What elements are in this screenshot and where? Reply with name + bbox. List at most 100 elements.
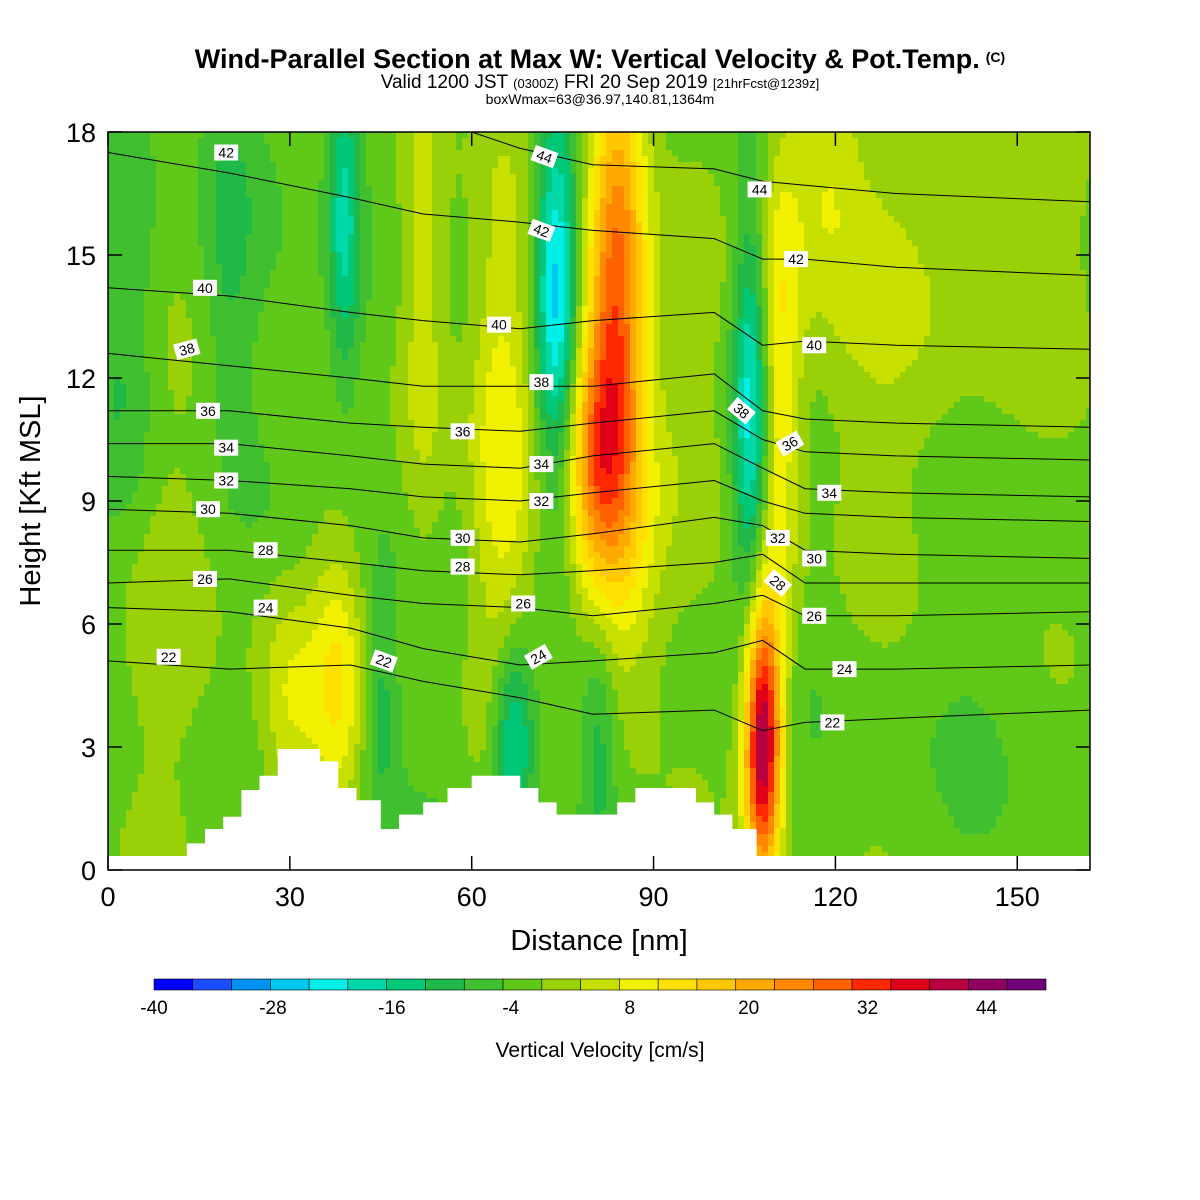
heatmap-cell xyxy=(216,714,223,721)
heatmap-cell xyxy=(228,174,235,181)
heatmap-cell xyxy=(234,174,241,181)
heatmap-cell xyxy=(228,726,235,733)
heatmap-cell xyxy=(120,450,127,457)
heatmap-cell xyxy=(150,384,157,391)
heatmap-cell xyxy=(324,750,331,757)
heatmap-cell xyxy=(174,438,181,445)
heatmap-cell xyxy=(186,162,193,169)
heatmap-cell xyxy=(288,576,295,583)
heatmap-cell xyxy=(324,642,331,649)
heatmap-cell xyxy=(156,324,163,331)
heatmap-cell xyxy=(192,264,199,271)
heatmap-cell xyxy=(186,576,193,583)
heatmap-cell xyxy=(168,270,175,277)
heatmap-cell xyxy=(348,516,355,523)
heatmap-cell xyxy=(282,468,289,475)
heatmap-cell xyxy=(132,816,139,823)
heatmap-cell xyxy=(204,768,211,775)
heatmap-cell xyxy=(342,150,349,157)
heatmap-cell xyxy=(294,534,301,541)
heatmap-cell xyxy=(276,162,283,169)
heatmap-cell xyxy=(330,246,337,253)
heatmap-cell xyxy=(108,474,115,481)
heatmap-cell xyxy=(114,366,121,373)
heatmap-cell xyxy=(312,642,319,649)
heatmap-cell xyxy=(210,612,217,619)
heatmap-cell xyxy=(186,840,193,847)
heatmap-cell xyxy=(132,378,139,385)
heatmap-cell xyxy=(132,186,139,193)
heatmap-cell xyxy=(234,600,241,607)
heatmap-cell xyxy=(240,438,247,445)
heatmap-cell xyxy=(174,162,181,169)
heatmap-cell xyxy=(132,468,139,475)
heatmap-cell xyxy=(342,714,349,721)
heatmap-cell xyxy=(252,702,259,709)
heatmap-cell xyxy=(234,516,241,523)
heatmap-cell xyxy=(300,492,307,499)
heatmap-cell xyxy=(216,798,223,805)
heatmap-cell xyxy=(336,666,343,673)
heatmap-cell xyxy=(312,372,319,379)
heatmap-cell xyxy=(126,426,133,433)
heatmap-cell xyxy=(336,660,343,667)
heatmap-cell xyxy=(162,762,169,769)
heatmap-cell xyxy=(132,390,139,397)
heatmap-cell xyxy=(162,534,169,541)
heatmap-cell xyxy=(246,654,253,661)
heatmap-cell xyxy=(240,450,247,457)
heatmap-cell xyxy=(156,270,163,277)
heatmap-cell xyxy=(156,168,163,175)
heatmap-cell xyxy=(114,390,121,397)
heatmap-cell xyxy=(198,492,205,499)
heatmap-cell xyxy=(126,660,133,667)
heatmap-cell xyxy=(276,288,283,295)
heatmap-cell xyxy=(156,216,163,223)
heatmap-cell xyxy=(264,744,271,751)
heatmap-cell xyxy=(126,690,133,697)
heatmap-cell xyxy=(342,456,349,463)
heatmap-cell xyxy=(276,300,283,307)
heatmap-cell xyxy=(204,522,211,529)
heatmap-cell xyxy=(144,738,151,745)
heatmap-cell xyxy=(156,402,163,409)
heatmap-cell xyxy=(132,504,139,511)
heatmap-cell xyxy=(336,654,343,661)
heatmap-cell xyxy=(252,354,259,361)
heatmap-cell xyxy=(138,666,145,673)
heatmap-cell xyxy=(222,426,229,433)
heatmap-cell xyxy=(132,234,139,241)
heatmap-cell xyxy=(144,768,151,775)
heatmap-cell xyxy=(114,720,121,727)
heatmap-cell xyxy=(252,258,259,265)
heatmap-cell xyxy=(192,216,199,223)
heatmap-cell xyxy=(132,690,139,697)
heatmap-cell xyxy=(138,756,145,763)
heatmap-cell xyxy=(180,132,187,139)
heatmap-cell xyxy=(156,150,163,157)
heatmap-cell xyxy=(306,372,313,379)
heatmap-cell xyxy=(282,630,289,637)
heatmap-cell xyxy=(336,714,343,721)
heatmap-cell xyxy=(240,414,247,421)
heatmap-cell xyxy=(348,150,355,157)
heatmap-cell xyxy=(240,216,247,223)
heatmap-cell xyxy=(216,690,223,697)
heatmap-cell xyxy=(276,480,283,487)
heatmap-cell xyxy=(222,288,229,295)
heatmap-cell xyxy=(126,174,133,181)
heatmap-cell xyxy=(306,456,313,463)
heatmap-cell xyxy=(156,810,163,817)
heatmap-cell xyxy=(204,696,211,703)
heatmap-cell xyxy=(120,468,127,475)
heatmap-cell xyxy=(174,294,181,301)
heatmap-cell xyxy=(336,444,343,451)
heatmap-cell xyxy=(126,762,133,769)
heatmap-cell xyxy=(336,294,343,301)
heatmap-cell xyxy=(192,444,199,451)
heatmap-cell xyxy=(156,510,163,517)
heatmap-cell xyxy=(276,252,283,259)
heatmap-cell xyxy=(252,348,259,355)
heatmap-cell xyxy=(186,546,193,553)
heatmap-cell xyxy=(300,690,307,697)
